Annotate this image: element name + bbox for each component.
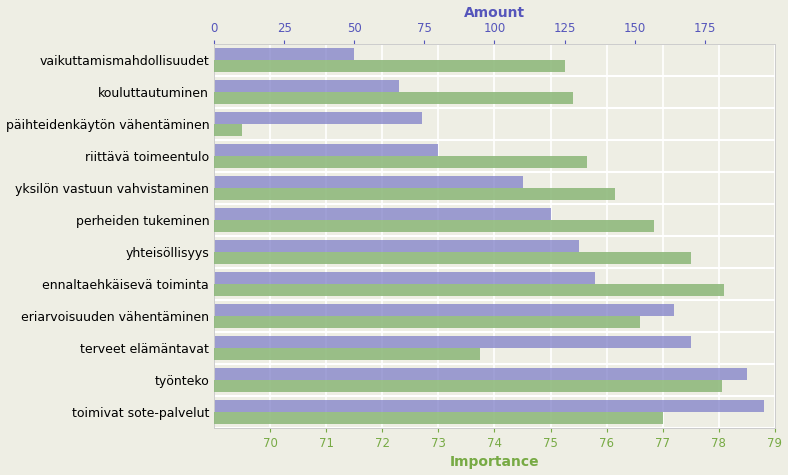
- X-axis label: Importance: Importance: [450, 456, 539, 469]
- Bar: [0, 208, 551, 220]
- Bar: [214, 252, 691, 264]
- Bar: [214, 284, 724, 296]
- Bar: [214, 156, 587, 168]
- Bar: [214, 92, 573, 104]
- Bar: [214, 60, 565, 72]
- Bar: [214, 220, 654, 232]
- Bar: [0, 304, 674, 316]
- Bar: [214, 188, 615, 200]
- X-axis label: Amount: Amount: [464, 6, 525, 19]
- Bar: [214, 316, 641, 328]
- Bar: [214, 348, 481, 360]
- Bar: [0, 336, 691, 348]
- Bar: [214, 124, 242, 136]
- Bar: [0, 272, 596, 284]
- Bar: [0, 368, 747, 380]
- Bar: [0, 48, 355, 60]
- Bar: [0, 112, 422, 124]
- Bar: [214, 380, 722, 392]
- Bar: [0, 144, 438, 156]
- Bar: [0, 80, 400, 92]
- Bar: [0, 240, 578, 252]
- Bar: [0, 176, 522, 188]
- Bar: [214, 412, 663, 424]
- Bar: [0, 400, 764, 412]
